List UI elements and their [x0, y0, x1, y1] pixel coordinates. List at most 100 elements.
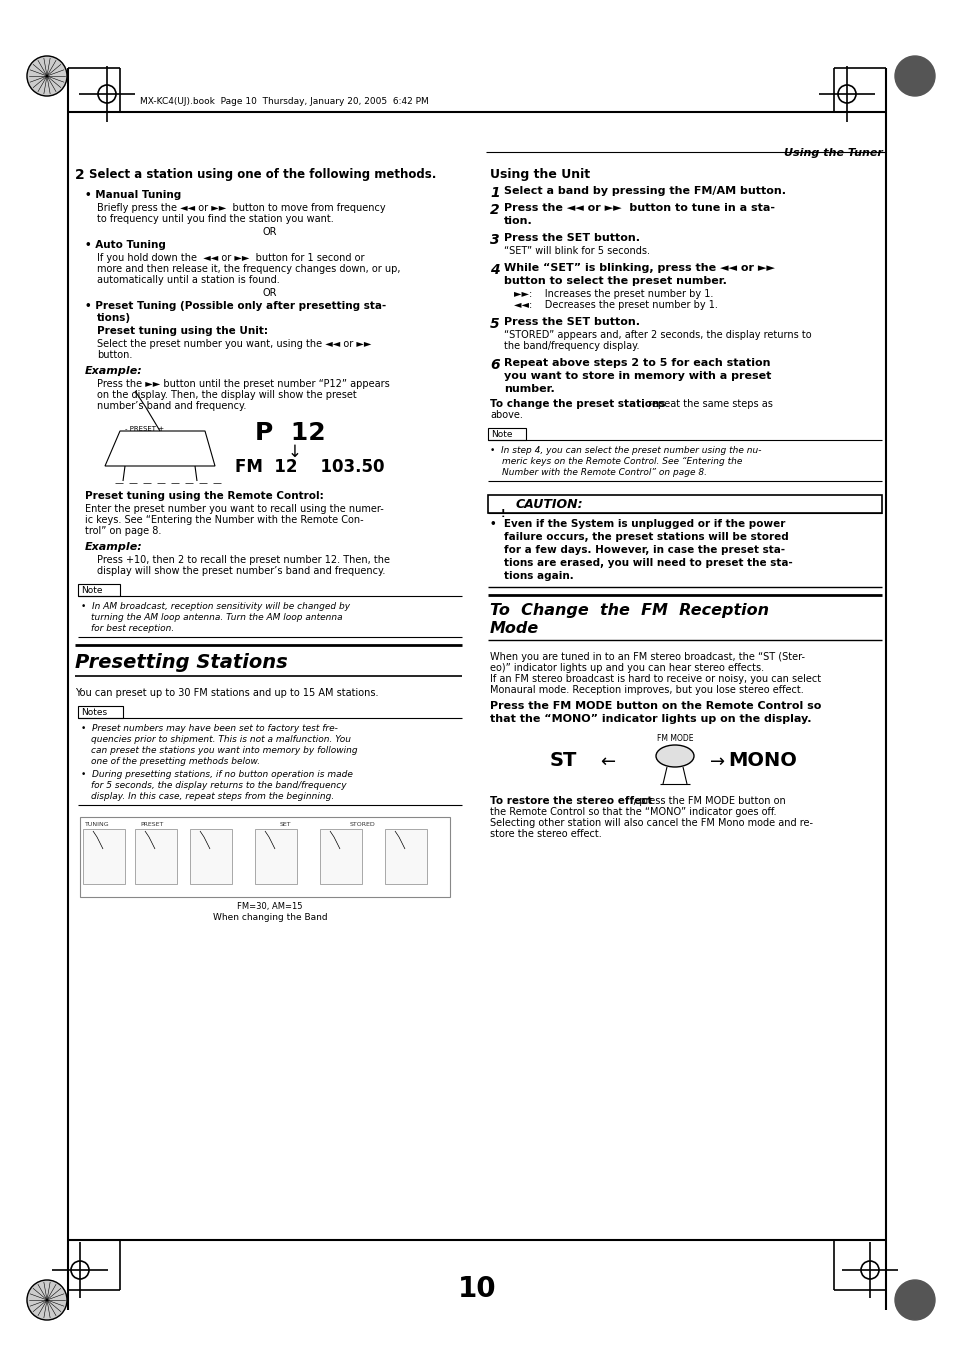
Text: Notes: Notes: [81, 708, 107, 717]
Text: the band/frequency display.: the band/frequency display.: [503, 340, 639, 351]
Text: the Remote Control so that the “MONO” indicator goes off.: the Remote Control so that the “MONO” in…: [490, 807, 776, 817]
Text: , press the FM MODE button on: , press the FM MODE button on: [633, 796, 785, 807]
Text: ↓: ↓: [288, 443, 301, 461]
Text: OR: OR: [262, 288, 277, 299]
Text: Selecting other station will also cancel the FM Mono mode and re-: Selecting other station will also cancel…: [490, 817, 812, 828]
Text: ic keys. See “Entering the Number with the Remote Con-: ic keys. See “Entering the Number with t…: [85, 515, 363, 526]
Bar: [385, 830, 427, 884]
Polygon shape: [105, 431, 214, 466]
Text: one of the presetting methods below.: one of the presetting methods below.: [91, 757, 260, 766]
Text: Mode: Mode: [490, 621, 538, 636]
Text: Briefly press the ◄◄ or ►►  button to move from frequency: Briefly press the ◄◄ or ►► button to mov…: [97, 203, 385, 213]
Text: • Manual Tuning: • Manual Tuning: [85, 190, 181, 200]
Text: Number with the Remote Control” on page 8.: Number with the Remote Control” on page …: [501, 467, 706, 477]
Text: !: !: [500, 509, 505, 519]
Text: CAUTION:: CAUTION:: [516, 499, 583, 511]
Text: ◄◄:    Decreases the preset number by 1.: ◄◄: Decreases the preset number by 1.: [514, 300, 717, 309]
Text: Select the preset number you want, using the ◄◄ or ►►: Select the preset number you want, using…: [97, 339, 371, 349]
Text: FM MODE: FM MODE: [657, 734, 693, 743]
Circle shape: [27, 1279, 67, 1320]
Text: Preset tuning using the Unit:: Preset tuning using the Unit:: [97, 326, 268, 336]
Bar: [488, 494, 882, 513]
Text: on the display. Then, the display will show the preset: on the display. Then, the display will s…: [97, 390, 356, 400]
Text: SET: SET: [280, 821, 292, 827]
Text: for best reception.: for best reception.: [91, 624, 174, 634]
Polygon shape: [389, 848, 422, 871]
Text: While “SET” is blinking, press the ◄◄ or ►►: While “SET” is blinking, press the ◄◄ or…: [503, 263, 774, 273]
Text: Note: Note: [81, 586, 102, 594]
Text: FM  12    103.50: FM 12 103.50: [234, 458, 384, 476]
Polygon shape: [139, 848, 172, 871]
Text: automatically until a station is found.: automatically until a station is found.: [97, 276, 279, 285]
Text: When changing the Band: When changing the Band: [213, 913, 327, 921]
Text: When you are tuned in to an FM stereo broadcast, the “ST (Ster-: When you are tuned in to an FM stereo br…: [490, 653, 804, 662]
Polygon shape: [258, 848, 293, 871]
Text: Example:: Example:: [85, 542, 143, 553]
Text: To change the preset stations: To change the preset stations: [490, 399, 665, 409]
Bar: [83, 830, 125, 884]
Text: tions): tions): [97, 313, 131, 323]
Polygon shape: [87, 848, 121, 871]
Text: 6: 6: [490, 358, 499, 372]
Bar: [190, 830, 232, 884]
Bar: [78, 707, 123, 717]
Text: •  During presetting stations, if no button operation is made: • During presetting stations, if no butt…: [81, 770, 353, 780]
Text: PRESET: PRESET: [140, 821, 163, 827]
Text: Using the Tuner: Using the Tuner: [783, 149, 882, 158]
Text: 10: 10: [457, 1275, 496, 1302]
Text: tions again.: tions again.: [503, 571, 573, 581]
Text: →: →: [709, 753, 724, 771]
Text: ←: ←: [599, 753, 615, 771]
Text: button.: button.: [97, 350, 132, 359]
Text: you want to store in memory with a preset: you want to store in memory with a prese…: [503, 372, 771, 381]
Text: Preset tuning using the Remote Control:: Preset tuning using the Remote Control:: [85, 490, 323, 501]
Text: display will show the preset number’s band and frequency.: display will show the preset number’s ba…: [97, 566, 385, 576]
Polygon shape: [324, 848, 357, 871]
Text: to frequency until you find the station you want.: to frequency until you find the station …: [97, 213, 334, 224]
Text: quencies prior to shipment. This is not a malfunction. You: quencies prior to shipment. This is not …: [91, 735, 351, 744]
Text: STORED: STORED: [350, 821, 375, 827]
Text: Press the ►► button until the preset number “P12” appears: Press the ►► button until the preset num…: [97, 380, 390, 389]
Text: Repeat above steps 2 to 5 for each station: Repeat above steps 2 to 5 for each stati…: [503, 358, 770, 367]
Text: “STORED” appears and, after 2 seconds, the display returns to: “STORED” appears and, after 2 seconds, t…: [503, 330, 811, 340]
Text: meric keys on the Remote Control. See “Entering the: meric keys on the Remote Control. See “E…: [501, 457, 741, 466]
Text: display. In this case, repeat steps from the beginning.: display. In this case, repeat steps from…: [91, 792, 334, 801]
Bar: [488, 428, 525, 440]
Text: Press the ◄◄ or ►►  button to tune in a sta-: Press the ◄◄ or ►► button to tune in a s…: [503, 203, 774, 213]
Text: Press the FM MODE button on the Remote Control so: Press the FM MODE button on the Remote C…: [490, 701, 821, 711]
Text: To  Change  the  FM  Reception: To Change the FM Reception: [490, 603, 768, 617]
Text: 3: 3: [490, 232, 499, 247]
Text: You can preset up to 30 FM stations and up to 15 AM stations.: You can preset up to 30 FM stations and …: [75, 688, 378, 698]
Text: number.: number.: [503, 384, 554, 394]
Text: P  12: P 12: [254, 422, 325, 444]
Text: “SET” will blink for 5 seconds.: “SET” will blink for 5 seconds.: [503, 246, 649, 255]
Text: Press +10, then 2 to recall the preset number 12. Then, the: Press +10, then 2 to recall the preset n…: [97, 555, 390, 565]
Circle shape: [894, 1279, 934, 1320]
Bar: [319, 830, 361, 884]
Text: that the “MONO” indicator lights up on the display.: that the “MONO” indicator lights up on t…: [490, 713, 811, 724]
Text: Note: Note: [491, 430, 512, 439]
Text: TUNING: TUNING: [85, 821, 110, 827]
Text: above.: above.: [490, 409, 522, 420]
Text: OR: OR: [262, 227, 277, 236]
Text: more and then release it, the frequency changes down, or up,: more and then release it, the frequency …: [97, 263, 400, 274]
Text: store the stereo effect.: store the stereo effect.: [490, 830, 601, 839]
Text: • Auto Tuning: • Auto Tuning: [85, 240, 166, 250]
Bar: [254, 830, 296, 884]
Text: 2: 2: [75, 168, 85, 182]
Text: •  In AM broadcast, reception sensitivity will be changed by: • In AM broadcast, reception sensitivity…: [81, 603, 350, 611]
Text: turning the AM loop antenna. Turn the AM loop antenna: turning the AM loop antenna. Turn the AM…: [91, 613, 342, 621]
Text: If an FM stereo broadcast is hard to receive or noisy, you can select: If an FM stereo broadcast is hard to rec…: [490, 674, 821, 684]
Bar: [135, 830, 177, 884]
Text: button to select the preset number.: button to select the preset number.: [503, 276, 726, 286]
Text: MX-KC4(UJ).book  Page 10  Thursday, January 20, 2005  6:42 PM: MX-KC4(UJ).book Page 10 Thursday, Januar…: [140, 97, 428, 105]
Ellipse shape: [656, 744, 693, 767]
Text: FM=30, AM=15: FM=30, AM=15: [237, 902, 302, 911]
Text: Presetting Stations: Presetting Stations: [75, 653, 288, 671]
Text: •  Preset numbers may have been set to factory test fre-: • Preset numbers may have been set to fa…: [81, 724, 337, 734]
Text: Press the SET button.: Press the SET button.: [503, 317, 639, 327]
Text: failure occurs, the preset stations will be stored: failure occurs, the preset stations will…: [503, 532, 788, 542]
Text: tions are erased, you will need to preset the sta-: tions are erased, you will need to prese…: [503, 558, 792, 567]
Text: Enter the preset number you want to recall using the numer-: Enter the preset number you want to reca…: [85, 504, 383, 513]
Text: 5: 5: [490, 317, 499, 331]
